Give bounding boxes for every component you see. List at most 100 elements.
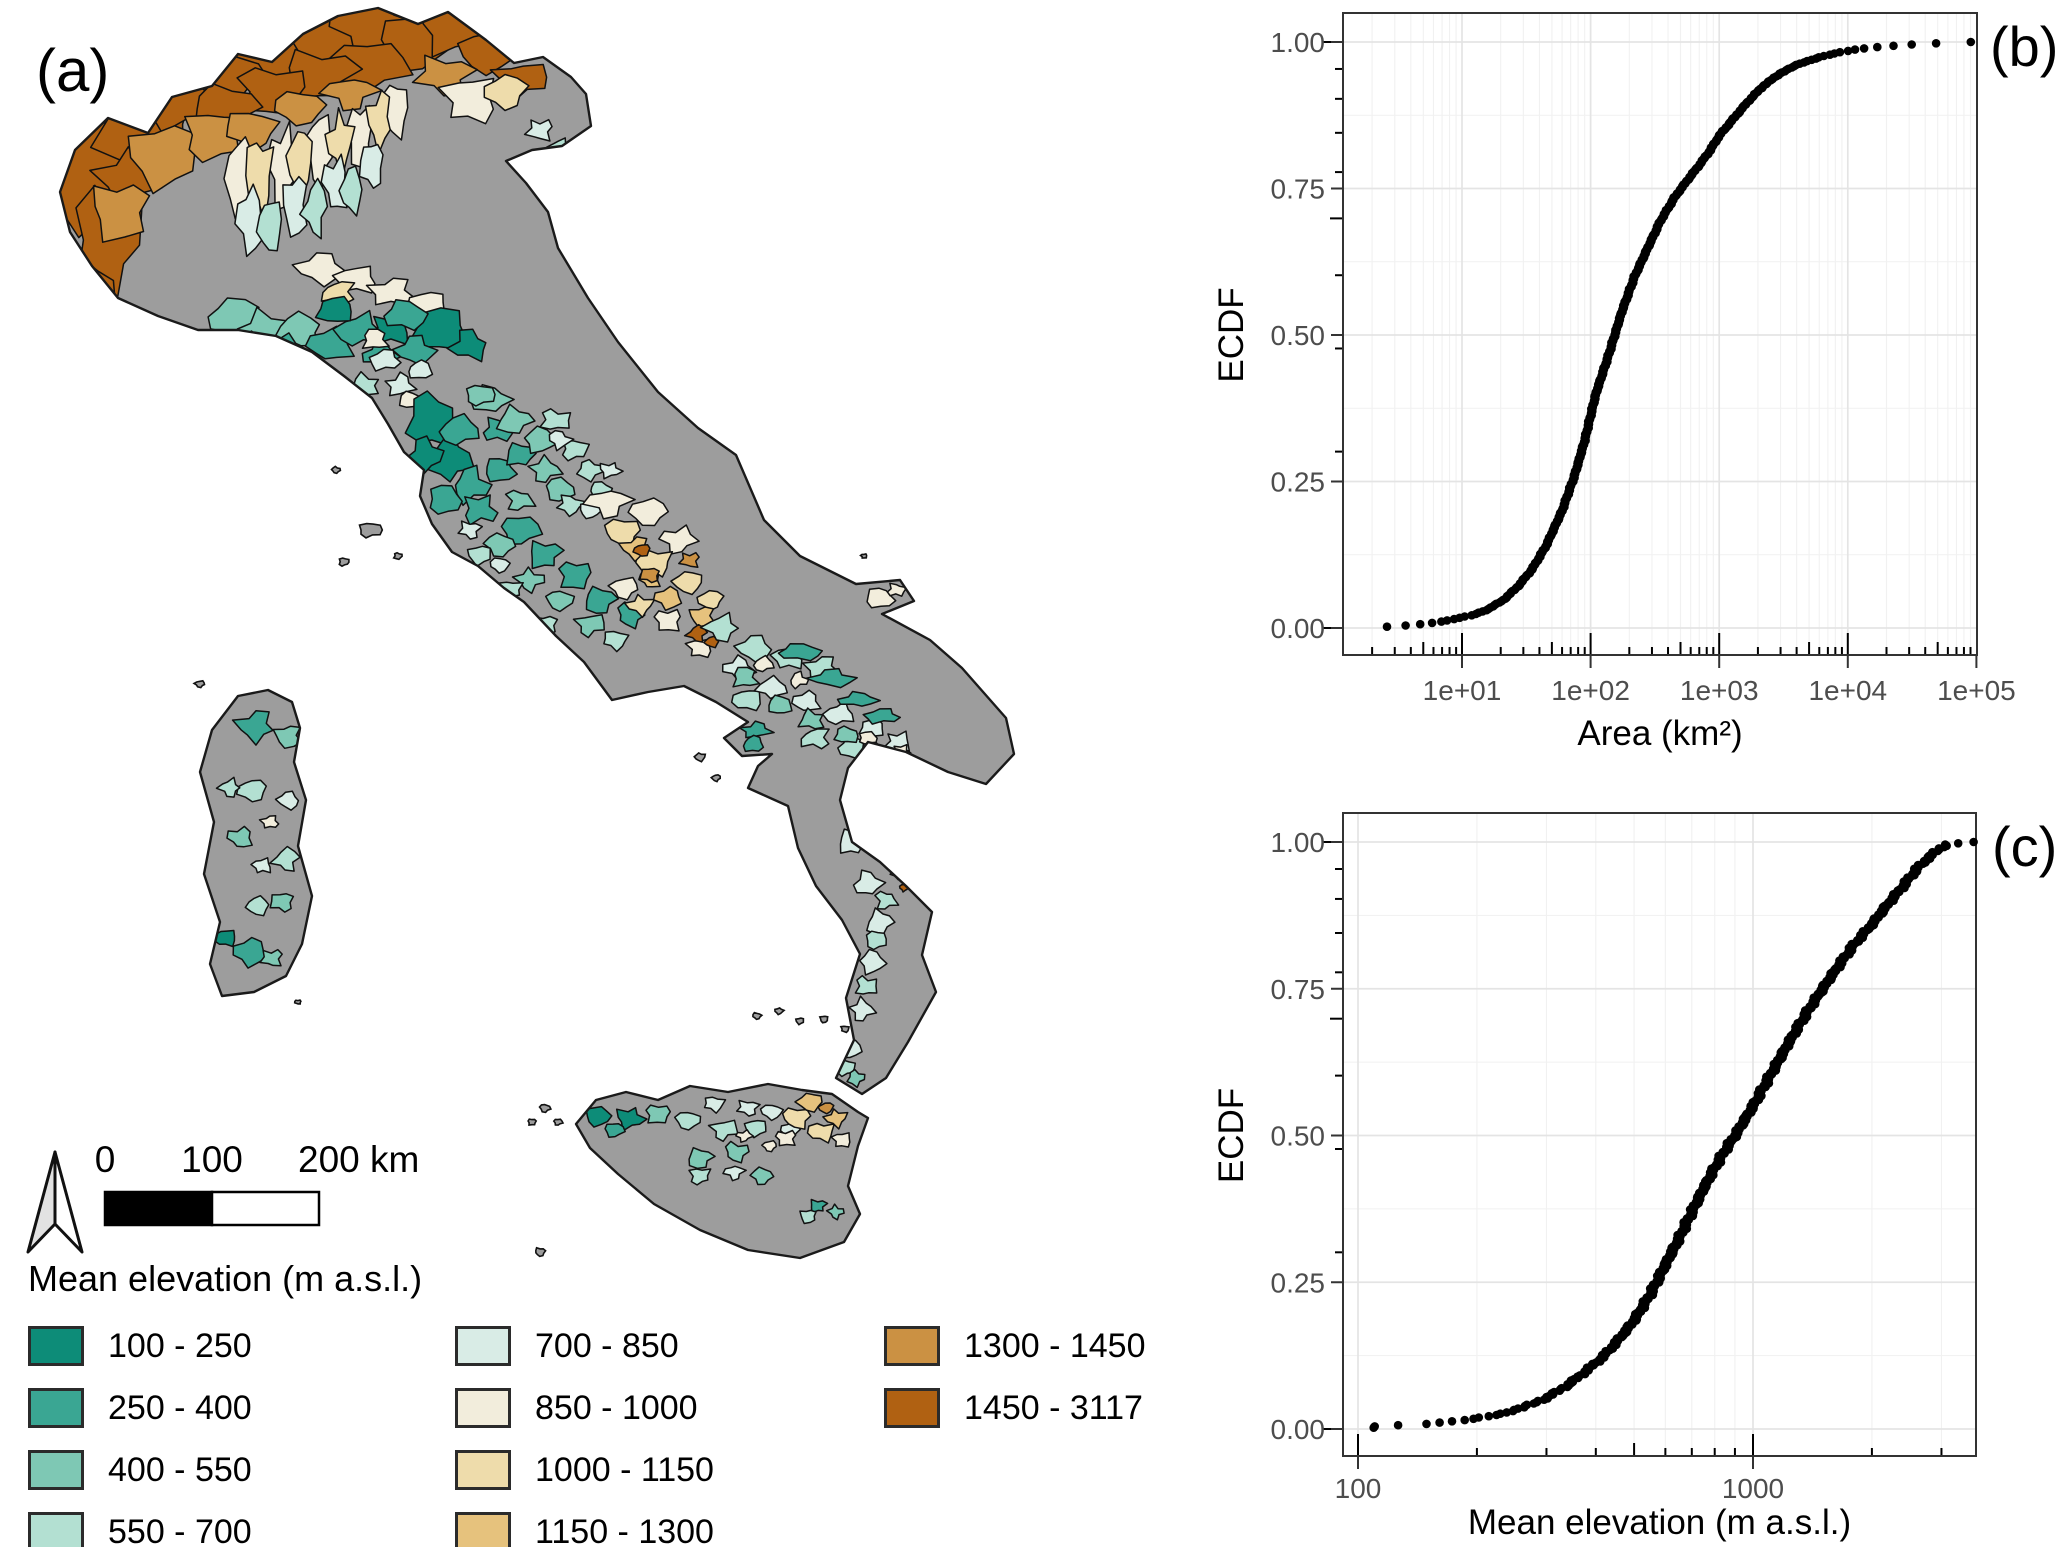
catchment-polygon xyxy=(865,930,887,951)
island-speck xyxy=(693,751,707,763)
catchment-polygon xyxy=(483,73,530,112)
catchment-polygon xyxy=(800,728,830,750)
catchment-polygon xyxy=(781,1107,812,1130)
catchment-polygon xyxy=(730,690,761,712)
ecdf-point xyxy=(1843,46,1853,56)
ecdf-panel-b: 1e+01 1e+02 1e+03 1e+04 1e+05 0.00 0.25 0.50 0.7… xyxy=(1212,12,2016,753)
catchment-polygon xyxy=(504,489,537,512)
ecdf-point xyxy=(1835,47,1845,57)
landoutline-2 xyxy=(574,1082,870,1260)
catchment-polygon xyxy=(749,1166,775,1186)
catchment-polygon xyxy=(255,201,283,252)
scale-label-100: 100 xyxy=(181,1139,243,1180)
ecdf-point xyxy=(1460,612,1469,621)
catchment-polygon xyxy=(368,348,402,372)
island-speck xyxy=(752,1011,764,1021)
ecdf-point xyxy=(1401,621,1410,630)
catchment-polygon xyxy=(457,520,484,540)
catchment-polygon xyxy=(777,643,824,662)
ecdf-point xyxy=(1474,1413,1484,1422)
x-axis-title: Mean elevation (m a.s.l.) xyxy=(1468,1503,1851,1542)
legend-label: 700 - 850 xyxy=(535,1326,679,1365)
italy-catchment-map: 0 100 200 km xyxy=(26,6,1016,1260)
catchment-polygon xyxy=(244,894,270,917)
catchment-polygon xyxy=(603,630,630,653)
panel-c-label: (c) xyxy=(1992,815,2058,878)
catchment-polygon xyxy=(822,1108,849,1130)
catchment-polygon xyxy=(825,1203,845,1221)
catchment-polygon xyxy=(585,585,620,614)
ecdf-point xyxy=(1889,41,1898,51)
ecdf-point xyxy=(1370,1422,1379,1431)
y-tick-label: 1.00 xyxy=(1271,827,1326,858)
catchment-polygon xyxy=(391,334,439,367)
ecdf-point xyxy=(1953,839,1963,848)
catchment-polygon xyxy=(545,476,576,502)
catchment-polygon xyxy=(599,461,624,480)
legend-swatch xyxy=(455,1326,511,1366)
catchment-polygon xyxy=(365,277,416,306)
catchment-polygon xyxy=(511,566,546,595)
ecdf-point xyxy=(1415,619,1425,629)
island-speck xyxy=(538,1103,553,1114)
ecdf-point xyxy=(1966,37,1976,47)
catchment-polygon xyxy=(489,557,511,574)
catchment-polygon xyxy=(358,143,384,189)
catchment-polygon xyxy=(858,948,888,976)
island-speck xyxy=(709,773,721,783)
catchment-polygon xyxy=(274,790,300,811)
y-tick-label: 0.75 xyxy=(1271,174,1326,205)
scale-bar: 0 100 200 km xyxy=(95,1139,419,1227)
ecdf-point xyxy=(1447,1417,1457,1426)
catchment-polygon xyxy=(735,1099,761,1117)
landoutline-1 xyxy=(198,688,314,998)
ecdf-point xyxy=(1850,45,1860,54)
catchment-polygon xyxy=(465,384,496,407)
legend-item: 1300 - 1450 xyxy=(884,1326,1146,1366)
catchment-polygon xyxy=(799,1209,817,1225)
legend-label: 400 - 550 xyxy=(108,1450,252,1489)
island-speck xyxy=(774,1006,786,1016)
catchment-polygon xyxy=(742,734,765,753)
catchment-polygon xyxy=(615,1106,648,1132)
ecdf-point xyxy=(1940,840,1950,849)
ecdf-point xyxy=(1873,42,1882,52)
catchment-polygon xyxy=(862,707,902,725)
north-arrow-icon xyxy=(26,1150,84,1254)
catchment-polygon xyxy=(658,524,700,555)
island-speck xyxy=(192,679,206,689)
legend-label: 1450 - 3117 xyxy=(964,1388,1143,1427)
catchment-polygon xyxy=(670,571,703,596)
catchment-polygon xyxy=(833,725,859,744)
catchment-polygon xyxy=(530,539,565,570)
island-speck xyxy=(358,522,384,539)
catchment-polygon xyxy=(724,1140,750,1164)
panel-a-label: (a) xyxy=(36,37,110,104)
y-tick-label: 0.75 xyxy=(1271,974,1326,1005)
y-tick-label: 0.25 xyxy=(1271,1267,1326,1298)
ecdf-point xyxy=(1460,1415,1469,1425)
catchment-polygon xyxy=(572,614,605,639)
catchment-polygon xyxy=(438,412,480,447)
catchment-polygon xyxy=(707,1119,739,1143)
catchment-polygon xyxy=(215,776,241,798)
legend-swatch xyxy=(28,1326,84,1366)
catchment-polygon xyxy=(437,77,495,125)
catchment-polygon xyxy=(523,118,553,142)
panel-border xyxy=(1342,12,1978,656)
catchment-polygon xyxy=(558,561,592,590)
island-speck xyxy=(552,1118,565,1126)
catchment-polygon xyxy=(500,516,544,545)
legend-item: 100 - 250 xyxy=(28,1326,252,1366)
catchment-polygon xyxy=(259,948,283,967)
catchment-polygon xyxy=(269,893,295,913)
catchment-polygon xyxy=(752,654,775,673)
y-tick-label: 0.00 xyxy=(1271,1414,1326,1445)
legend-item: 1000 - 1150 xyxy=(455,1450,714,1490)
catchment-polygon xyxy=(806,1122,836,1144)
catchment-polygon xyxy=(703,1096,727,1114)
catchment-polygon xyxy=(753,674,789,700)
catchment-polygon xyxy=(848,995,878,1022)
